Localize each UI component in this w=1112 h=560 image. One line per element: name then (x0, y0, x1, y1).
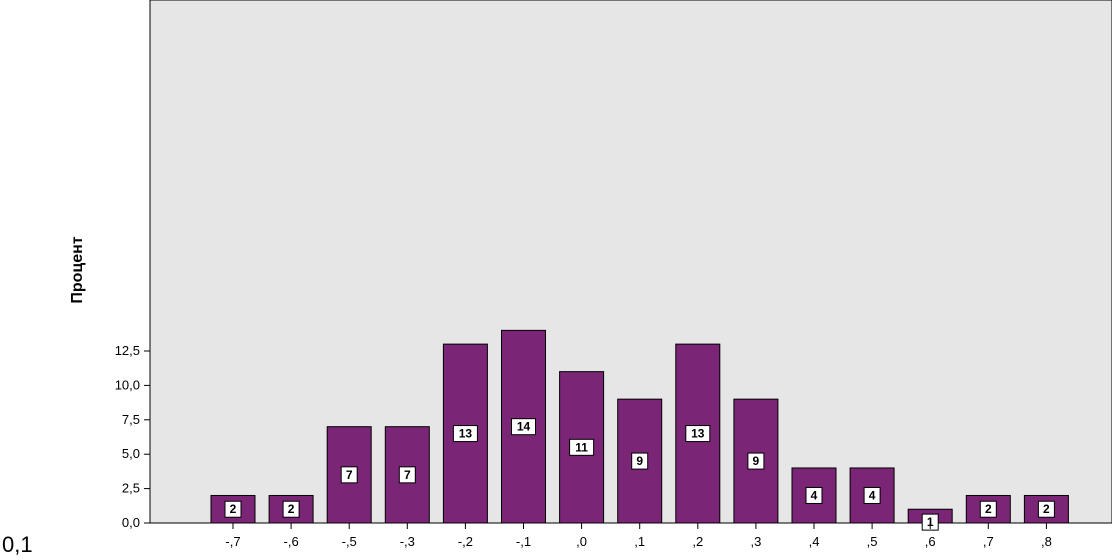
data-label: 2 (985, 502, 992, 516)
corner-text: 0,1 (2, 532, 33, 557)
data-label-box (452, 425, 478, 443)
data-label: 9 (753, 454, 760, 468)
x-tick-label: ,8 (1041, 534, 1052, 549)
x-tick-label: ,7 (983, 534, 994, 549)
data-label: 4 (869, 488, 876, 502)
data-label-box (1037, 500, 1055, 518)
x-tick-label: -,2 (458, 534, 473, 549)
data-label-box (511, 418, 536, 436)
x-tick-label: -,7 (225, 534, 240, 549)
data-label: 2 (1043, 502, 1050, 516)
data-label: 2 (288, 502, 295, 516)
data-label: 7 (346, 468, 353, 482)
data-label-box (398, 466, 416, 484)
data-label: 14 (517, 420, 531, 434)
data-label: 11 (575, 440, 588, 454)
data-label-box (569, 438, 595, 456)
x-tick-label: -,6 (284, 534, 299, 549)
data-label-box (863, 486, 881, 504)
x-tick-label: ,5 (867, 534, 878, 549)
x-tick-label: -,3 (400, 534, 415, 549)
data-label-box (805, 486, 823, 504)
y-tick-label: 12,5 (115, 343, 140, 358)
y-tick-label: 5,0 (122, 446, 140, 461)
x-tick-label: ,6 (925, 534, 936, 549)
y-tick-label: 2,5 (122, 481, 140, 496)
y-tick-label: 10,0 (115, 377, 140, 392)
data-label-box (747, 452, 765, 470)
data-label: 13 (691, 427, 705, 441)
x-tick-label: ,1 (634, 534, 645, 549)
data-label: 13 (459, 427, 473, 441)
data-label-box (685, 425, 711, 443)
data-label-box (340, 466, 358, 484)
data-label: 1 (927, 515, 934, 529)
data-label-box (921, 513, 939, 531)
y-axis-label: Процент (69, 236, 86, 303)
x-tick-label: -,5 (342, 534, 357, 549)
x-tick-label: ,4 (809, 534, 820, 549)
y-tick-label: 0,0 (122, 515, 140, 530)
data-label-box (224, 500, 242, 518)
data-label: 4 (811, 488, 818, 502)
x-tick-label: ,0 (576, 534, 587, 549)
x-tick-label: ,3 (750, 534, 761, 549)
data-label-box (979, 500, 997, 518)
data-label: 9 (636, 454, 643, 468)
data-label: 2 (230, 502, 237, 516)
data-label-box (282, 500, 300, 518)
data-label: 7 (404, 468, 411, 482)
data-label-box (631, 452, 649, 470)
x-tick-label: ,2 (692, 534, 703, 549)
x-tick-label: -,1 (516, 534, 531, 549)
y-tick-label: 7,5 (122, 412, 140, 427)
bar (675, 343, 721, 524)
